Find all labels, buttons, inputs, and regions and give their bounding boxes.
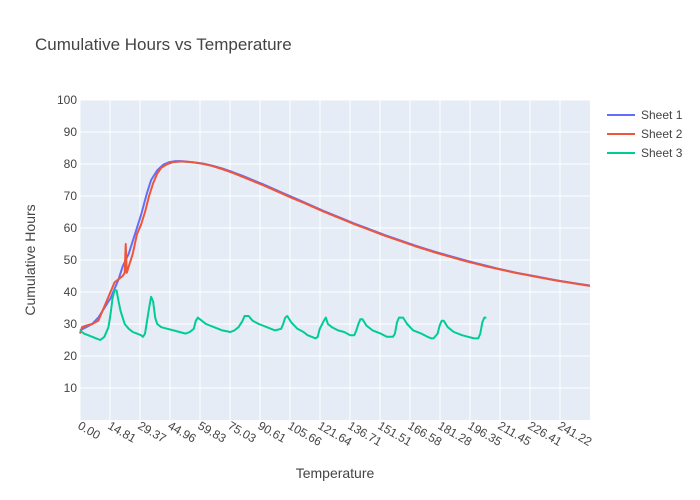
legend-item-sheet-3[interactable]: Sheet 3 — [607, 146, 683, 160]
grid — [79, 99, 590, 420]
series-line-sheet-2[interactable] — [79, 160, 591, 334]
y-tick-label: 70 — [64, 189, 78, 203]
y-tick-label: 20 — [64, 349, 78, 363]
y-tick-label: 100 — [57, 93, 77, 107]
legend-item-sheet-2[interactable]: Sheet 2 — [607, 127, 683, 141]
legend-label: Sheet 1 — [641, 108, 683, 122]
y-tick-label: 30 — [64, 317, 78, 331]
y-tick-label: 10 — [64, 381, 78, 395]
y-tick-label: 80 — [64, 157, 78, 171]
y-tick-label: 90 — [64, 125, 78, 139]
chart-title: Cumulative Hours vs Temperature — [35, 35, 292, 54]
legend-item-sheet-1[interactable]: Sheet 1 — [607, 108, 683, 122]
legend-label: Sheet 3 — [641, 146, 683, 160]
y-axis-title: Cumulative Hours — [22, 204, 38, 315]
legend[interactable]: Sheet 1 Sheet 2 Sheet 3 — [607, 108, 683, 160]
y-tick-label: 60 — [64, 221, 78, 235]
legend-label: Sheet 2 — [641, 127, 683, 141]
x-axis-title: Temperature — [296, 465, 375, 481]
y-tick-label: 50 — [64, 253, 78, 267]
series-line-sheet-3[interactable] — [79, 289, 487, 341]
series-layer — [79, 160, 591, 341]
y-tick-label: 40 — [64, 285, 78, 299]
